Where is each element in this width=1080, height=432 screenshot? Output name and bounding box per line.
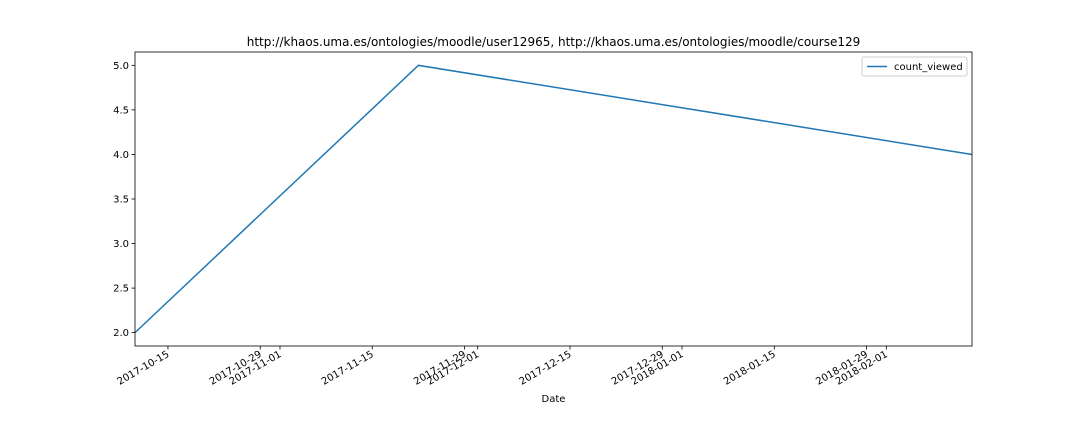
series-line-count-viewed	[134, 64, 973, 334]
axes-frame	[134, 51, 973, 347]
y-tick-label: 2.5	[113, 284, 129, 295]
legend-entry-count-viewed: count_viewed	[894, 62, 963, 73]
x-tick-label: 2017-12-15	[518, 349, 574, 388]
y-tick-label: 3.0	[113, 239, 129, 250]
x-axis-label: Date	[542, 394, 566, 405]
y-tick-label: 2.0	[113, 328, 129, 339]
y-tick-label: 4.0	[113, 150, 129, 161]
chart-title: http://khaos.uma.es/ontologies/moodle/us…	[247, 35, 861, 49]
x-tick-label: 2017-11-15	[320, 349, 376, 388]
legend: count_viewed	[861, 56, 968, 77]
x-tick-label: 2017-10-15	[116, 349, 172, 388]
x-tick-label: 2018-01-15	[722, 349, 778, 388]
y-tick-label: 5.0	[113, 61, 129, 72]
legend-box	[861, 56, 968, 77]
y-tick-label: 3.5	[113, 195, 129, 206]
y-tick-label: 4.5	[113, 105, 129, 116]
